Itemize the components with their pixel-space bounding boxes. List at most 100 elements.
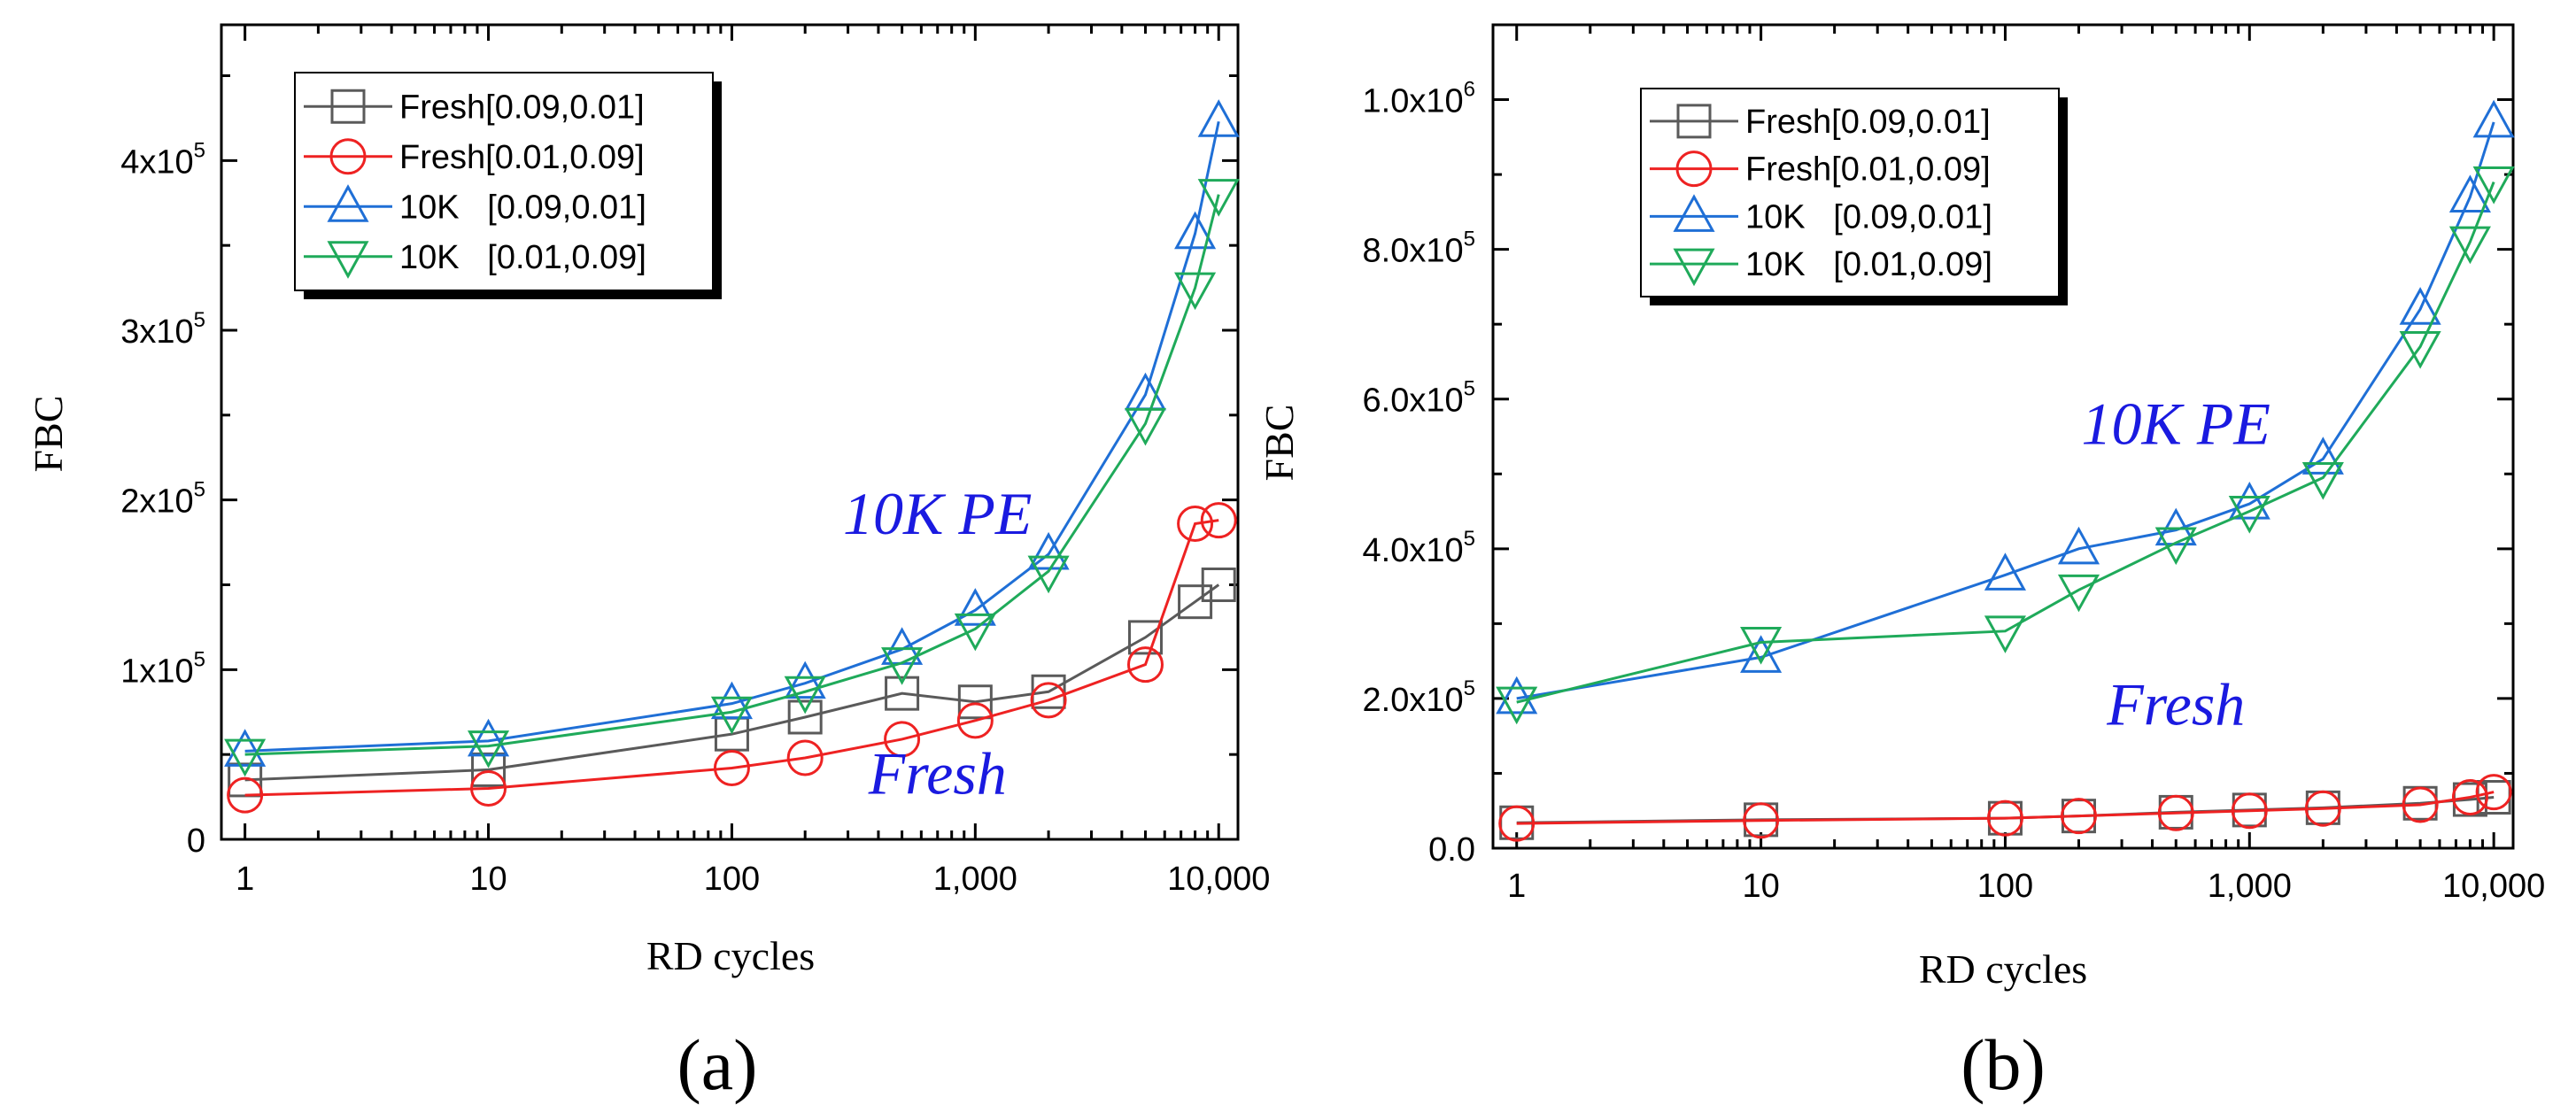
data-point: [954, 613, 996, 652]
data-point: [881, 647, 924, 685]
legend-label: Fresh[0.09,0.01]: [1745, 104, 1991, 141]
y-tick-label: 0: [187, 823, 205, 860]
x-axis: 1 10 100 1,000 10,000: [1507, 25, 2545, 905]
data-point: [2399, 331, 2441, 369]
legend-marker: [1673, 194, 1715, 232]
y-axis-label: FBC: [1257, 405, 1302, 482]
data-point: [227, 776, 264, 814]
x-axis-label: RD cycles: [1919, 946, 2087, 992]
x-axis-label: RD cycles: [646, 933, 815, 978]
data-point: [884, 721, 921, 758]
series-line: [244, 519, 1219, 797]
data-point: [710, 696, 753, 735]
data-point: [470, 770, 507, 807]
series-3: [1496, 166, 2515, 725]
chart-panel-b: 1 10 100 1,000 10,000 0.0 2.0x105 4.0x105 6.0x10…: [1257, 23, 2545, 1105]
data-point: [713, 750, 750, 786]
legend-label: 10K [0.09,0.01]: [399, 189, 646, 226]
data-point: [2451, 779, 2488, 816]
data-point: [1740, 635, 1783, 673]
annotation: Fresh: [868, 739, 1007, 807]
x-tick-label: 100: [704, 861, 760, 898]
data-point: [2301, 436, 2344, 475]
y-tick-label: 3x105: [120, 308, 205, 351]
data-point: [2057, 526, 2100, 565]
series-line: [1516, 121, 2495, 700]
data-point: [1201, 568, 1236, 602]
x-tick-label: 1: [1507, 868, 1526, 905]
data-point: [1124, 407, 1167, 446]
legend-label: Fresh[0.09,0.01]: [399, 89, 645, 126]
data-point: [784, 660, 826, 699]
legend-label: 10K [0.01,0.09]: [399, 239, 646, 276]
data-point: [2475, 774, 2512, 811]
legend-marker: [329, 138, 367, 175]
panel-label: (a): [677, 1024, 757, 1105]
chart-panel-a: 1 10 100 1,000 10,000 0 1x105 2x105 3x105 4x105 RD…: [26, 23, 1270, 1105]
y-axis: 0.0 2.0x105 4.0x105 6.0x105 8.0x105 1.0x106: [1363, 23, 2513, 869]
data-point: [2157, 794, 2194, 831]
data-point: [2301, 462, 2344, 500]
data-point: [1986, 799, 2023, 837]
series-1: [1498, 774, 2512, 842]
legend-label: Fresh[0.01,0.09]: [399, 139, 645, 176]
series-2: [224, 99, 1240, 767]
x-tick-label: 1: [236, 861, 254, 898]
data-point: [224, 729, 267, 767]
data-point: [2060, 798, 2097, 835]
data-point: [784, 676, 826, 714]
panel-label: (b): [1961, 1024, 2046, 1105]
data-point: [1126, 646, 1164, 684]
data-point: [1174, 211, 1217, 250]
annotation: 10K PE: [2082, 390, 2270, 457]
x-axis: 1 10 100 1,000 10,000: [236, 25, 1270, 898]
y-tick-label: 1x105: [120, 647, 205, 690]
legend-label: Fresh[0.01,0.09]: [1745, 151, 1991, 189]
data-point: [1030, 682, 1067, 719]
legend-marker: [327, 184, 369, 222]
y-tick-label: 4x105: [120, 138, 205, 181]
y-tick-label: 4.0x105: [1363, 527, 1475, 569]
annotation: Fresh: [2106, 671, 2245, 738]
data-point: [1984, 552, 2026, 591]
data-point: [2231, 792, 2268, 830]
data-point: [224, 738, 267, 777]
data-point: [467, 730, 510, 769]
legend-label: 10K [0.01,0.09]: [1745, 246, 1992, 283]
x-tick-label: 10,000: [2442, 868, 2545, 905]
data-point: [1027, 531, 1070, 570]
series-3: [224, 179, 1240, 777]
data-point: [885, 676, 920, 711]
series-line: [244, 583, 1220, 782]
x-tick-label: 10: [469, 861, 507, 898]
data-point: [2448, 174, 2491, 212]
data-point: [467, 718, 510, 757]
data-point: [2057, 574, 2100, 613]
x-tick-label: 10: [1742, 868, 1779, 905]
data-point: [710, 681, 753, 720]
data-point: [1984, 615, 2026, 653]
data-point: [2472, 166, 2515, 205]
y-tick-label: 2.0x105: [1363, 676, 1475, 719]
plot-frame: [220, 23, 1240, 841]
data-point: [1743, 802, 1780, 839]
legend-marker: [330, 89, 366, 124]
data-point: [786, 739, 824, 776]
data-point: [1197, 179, 1240, 217]
data-point: [2228, 481, 2270, 520]
data-point: [2399, 287, 2441, 325]
data-point: [1740, 627, 1783, 665]
legend-marker: [1676, 104, 1712, 139]
data-point: [1127, 620, 1163, 655]
x-tick-label: 100: [1977, 868, 2033, 905]
annotation: 10K PE: [843, 480, 1032, 547]
data-point: [1177, 506, 1214, 542]
x-tick-label: 10,000: [1167, 861, 1270, 898]
y-tick-label: 8.0x105: [1363, 228, 1475, 270]
legend-label: 10K [0.09,0.01]: [1745, 198, 1992, 236]
data-point: [2304, 790, 2341, 827]
x-tick-label: 1,000: [933, 861, 1017, 898]
legend-marker: [1675, 151, 1713, 188]
data-point: [956, 702, 994, 739]
